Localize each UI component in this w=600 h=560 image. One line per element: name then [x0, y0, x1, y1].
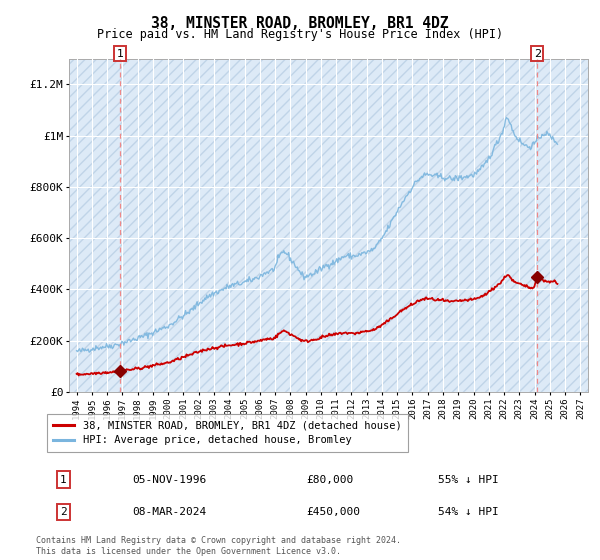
- Legend: 38, MINSTER ROAD, BROMLEY, BR1 4DZ (detached house), HPI: Average price, detache: 38, MINSTER ROAD, BROMLEY, BR1 4DZ (deta…: [47, 414, 407, 452]
- Text: 05-NOV-1996: 05-NOV-1996: [132, 474, 206, 484]
- Text: 08-MAR-2024: 08-MAR-2024: [132, 507, 206, 517]
- Text: 54% ↓ HPI: 54% ↓ HPI: [438, 507, 499, 517]
- Text: 38, MINSTER ROAD, BROMLEY, BR1 4DZ: 38, MINSTER ROAD, BROMLEY, BR1 4DZ: [151, 16, 449, 31]
- Text: 55% ↓ HPI: 55% ↓ HPI: [438, 474, 499, 484]
- Text: 1: 1: [60, 474, 67, 484]
- Text: Price paid vs. HM Land Registry's House Price Index (HPI): Price paid vs. HM Land Registry's House …: [97, 28, 503, 41]
- Text: £80,000: £80,000: [306, 474, 353, 484]
- Text: 1: 1: [116, 49, 124, 59]
- Text: 2: 2: [534, 49, 541, 59]
- Text: 2: 2: [60, 507, 67, 517]
- Text: £450,000: £450,000: [306, 507, 360, 517]
- Text: Contains HM Land Registry data © Crown copyright and database right 2024.
This d: Contains HM Land Registry data © Crown c…: [36, 536, 401, 556]
